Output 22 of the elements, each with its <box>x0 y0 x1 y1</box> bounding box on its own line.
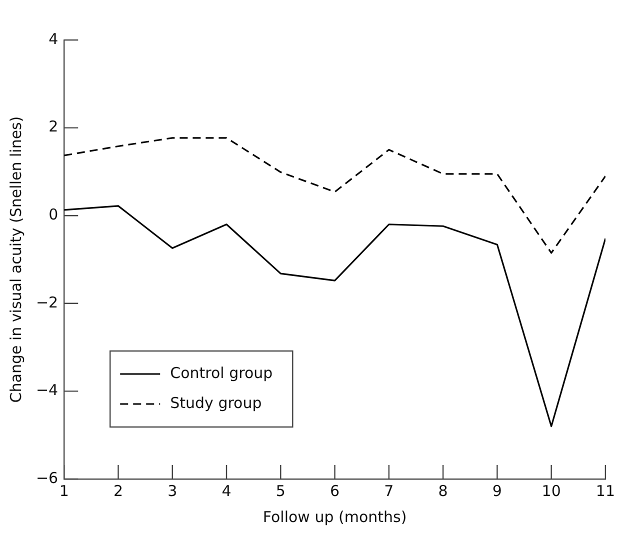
x-tick-label: 10 <box>542 482 561 500</box>
y-tick-label: −6 <box>36 468 58 487</box>
x-axis-title: Follow up (months) <box>262 508 407 526</box>
y-tick-label: 4 <box>48 30 58 48</box>
legend-label: Control group <box>170 364 273 382</box>
x-tick-label: 11 <box>596 482 616 500</box>
x-tick-label: 1 <box>59 482 69 500</box>
x-tick-label: 3 <box>168 482 178 500</box>
x-tick-label: 9 <box>492 482 502 500</box>
x-tick-label: 7 <box>384 482 394 500</box>
x-tick-label: 5 <box>276 482 286 500</box>
legend-label: Study group <box>170 394 262 412</box>
y-tick-label: −4 <box>36 381 58 400</box>
x-tick-label: 2 <box>113 482 124 500</box>
x-tick-label: 8 <box>438 482 448 500</box>
y-tick-label: −2 <box>36 293 58 312</box>
line-series <box>64 137 606 254</box>
y-tick-label: 2 <box>48 118 58 136</box>
x-tick-label: 6 <box>330 482 340 500</box>
y-tick-label: 0 <box>48 205 58 224</box>
x-tick-label: 4 <box>222 482 232 500</box>
y-axis-title: Change in visual acuity (Snellen lines) <box>6 116 25 403</box>
